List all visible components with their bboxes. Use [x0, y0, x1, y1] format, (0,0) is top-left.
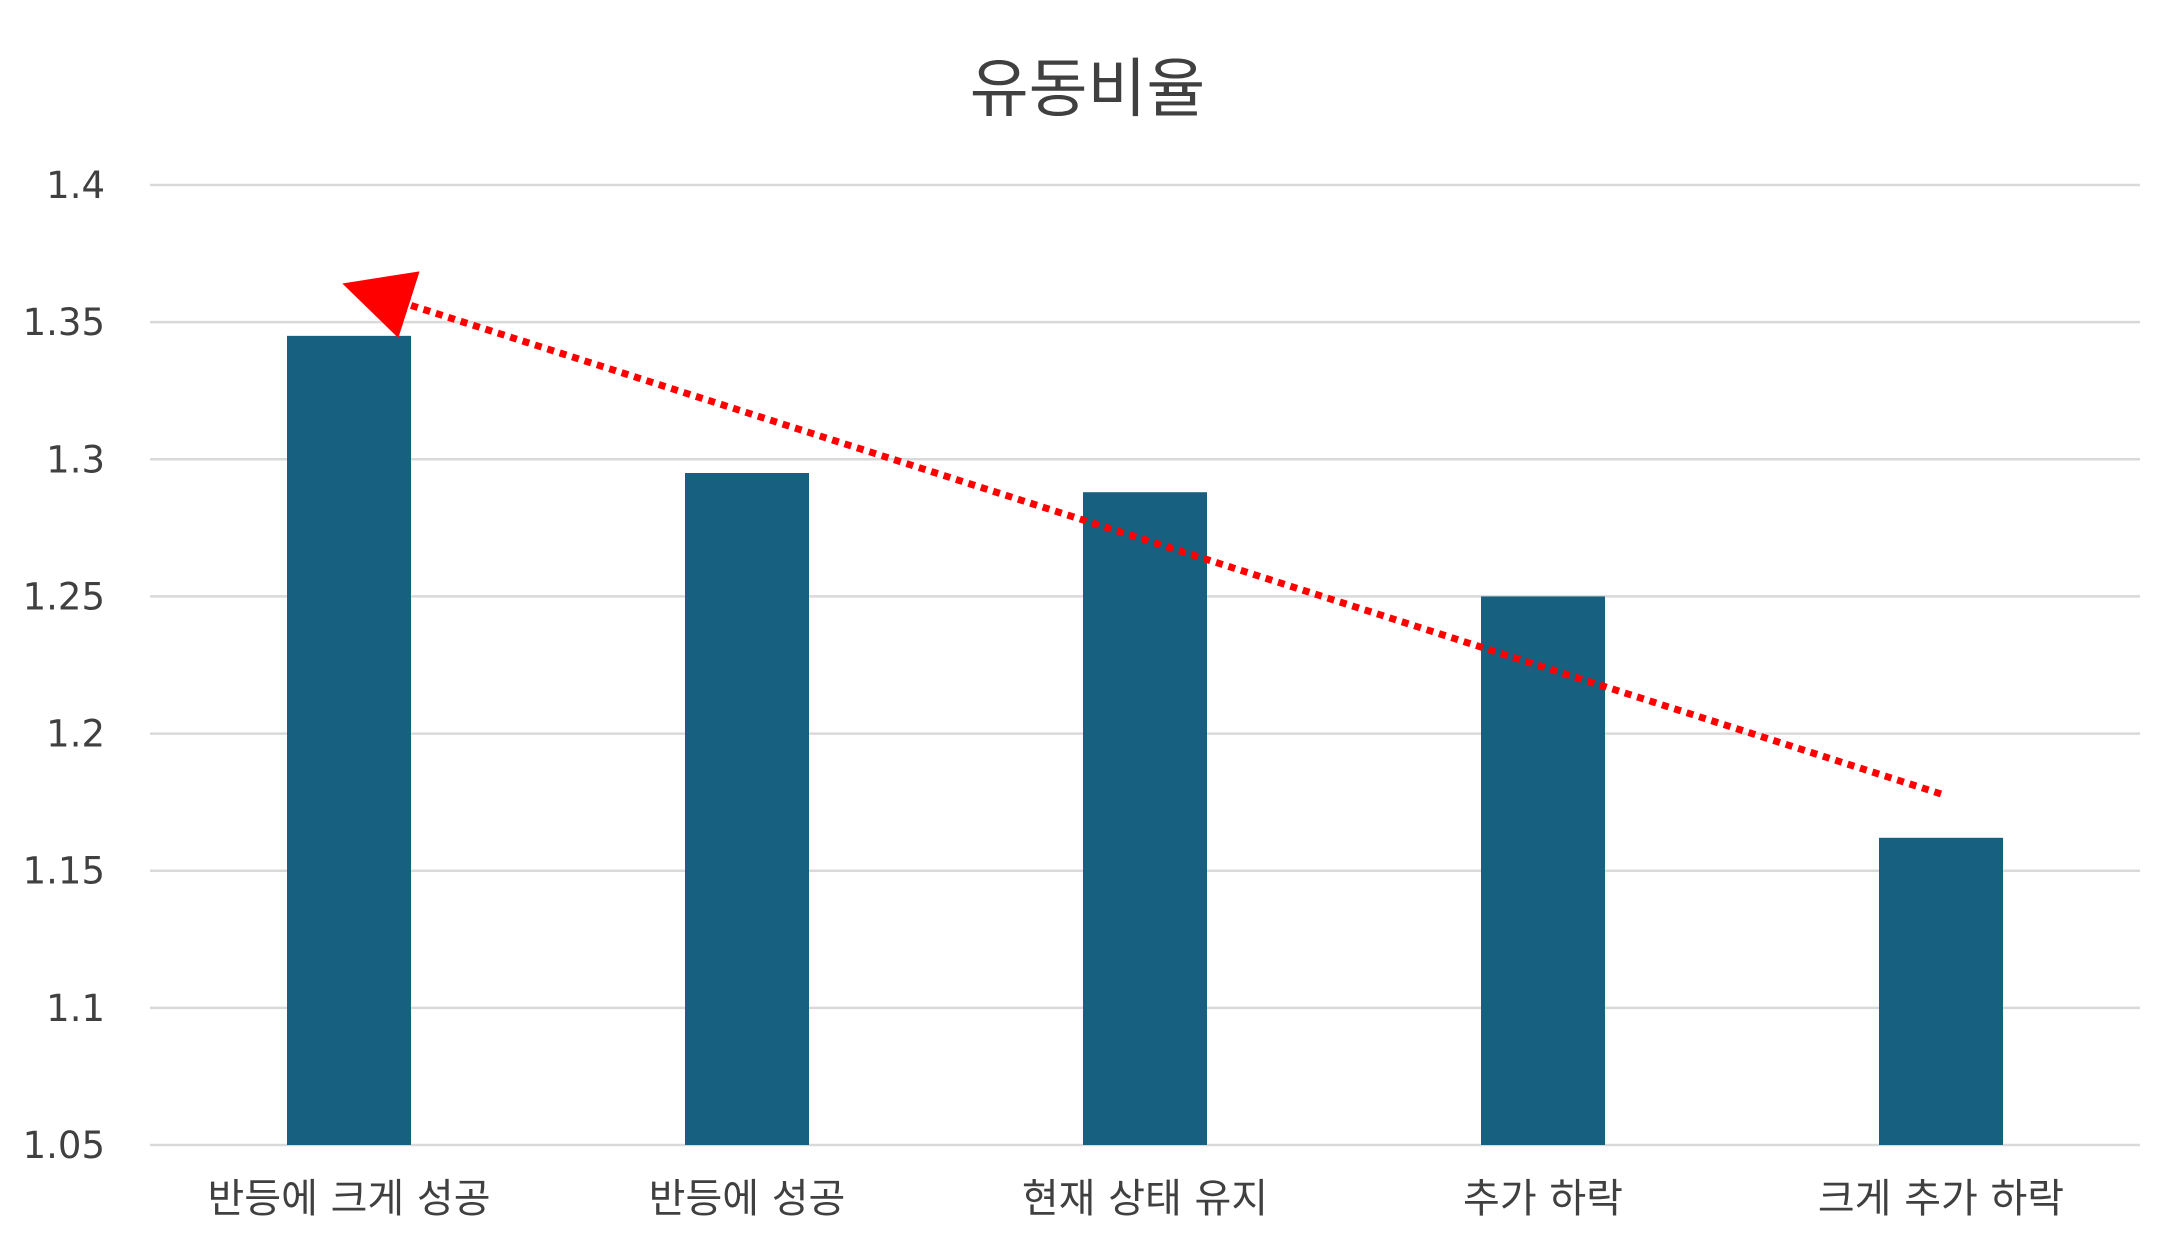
bar — [685, 473, 809, 1145]
y-axis-tick-labels: 1.05 1.1 1.15 1.2 1.25 1.3 1.35 1.4 — [23, 164, 105, 1167]
y-tick-label: 1.35 — [23, 301, 105, 344]
x-axis-category-labels: 반등에 크게 성공 반등에 성공 현재 상태 유지 추가 하락 크게 추가 하락 — [207, 1176, 2064, 1222]
y-tick-label: 1.25 — [23, 575, 105, 618]
x-category-label: 현재 상태 유지 — [1022, 1176, 1268, 1222]
x-category-label: 추가 하락 — [1463, 1176, 1623, 1222]
bar — [1083, 492, 1207, 1145]
x-category-label: 크게 추가 하락 — [1818, 1176, 2064, 1222]
bars — [287, 335, 2003, 1145]
trend-arrow-layer — [342, 271, 1943, 798]
y-tick-label: 1.1 — [46, 987, 105, 1030]
bar — [1879, 837, 2003, 1145]
y-tick-label: 1.4 — [46, 164, 105, 207]
chart-title: 유동비율 — [969, 53, 1206, 127]
bar — [1481, 596, 1605, 1145]
y-tick-label: 1.15 — [23, 850, 105, 893]
y-tick-label: 1.05 — [23, 1124, 105, 1167]
x-category-label: 반등에 크게 성공 — [207, 1176, 490, 1222]
y-tick-label: 1.3 — [46, 438, 105, 481]
bar — [287, 335, 411, 1145]
trend-arrow — [342, 271, 1943, 798]
y-tick-label: 1.2 — [46, 713, 105, 756]
x-category-label: 반등에 성공 — [649, 1176, 846, 1222]
